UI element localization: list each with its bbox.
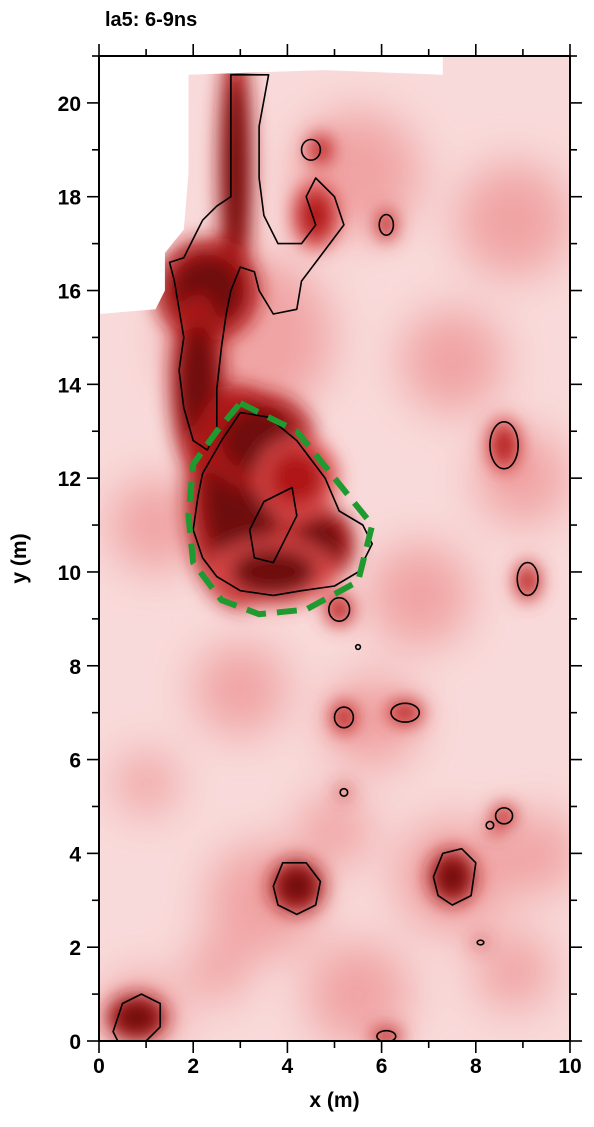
y-tick-label: 12	[58, 468, 81, 491]
y-tick-label: 8	[69, 656, 81, 679]
axis-ticks	[87, 44, 582, 1053]
y-tick-label: 18	[58, 187, 82, 210]
x-tick-label: 4	[282, 1055, 294, 1078]
intensity-blob	[193, 642, 287, 736]
intensity-blob	[456, 163, 570, 277]
intensity-blob	[298, 793, 371, 867]
anomaly-core	[489, 825, 500, 835]
intensity-blob	[325, 675, 419, 769]
y-tick-label: 2	[69, 937, 81, 960]
anomaly-core	[328, 597, 350, 622]
contour-line	[112, 993, 161, 1041]
y-tick-label: 10	[58, 562, 81, 585]
contour-line	[432, 847, 477, 906]
x-axis-title: x (m)	[309, 1089, 359, 1112]
contour-loop	[300, 138, 322, 161]
no-data-region	[99, 56, 443, 314]
chart-title-text: la5: 6-9ns	[105, 9, 197, 31]
y-tick-label: 4	[69, 843, 81, 866]
anomaly-core	[230, 548, 316, 596]
contour-loop	[378, 213, 395, 236]
contour-loop	[390, 702, 421, 723]
anomaly-core	[435, 858, 469, 896]
x-axis-tick-labels: 0 2 4 6 8 10	[93, 1055, 582, 1078]
contour-line	[168, 74, 345, 451]
anomaly-core	[334, 705, 354, 730]
contour-loop	[333, 706, 355, 729]
contour-line	[248, 486, 298, 564]
x-tick-label: 10	[558, 1055, 581, 1078]
contour-loop	[485, 820, 495, 830]
contour-loop	[516, 561, 539, 597]
intensity-blob	[185, 939, 248, 1002]
y-axis-tick-labels: 0 2 4 6 8 10 12 14 16 18 20	[58, 93, 82, 1054]
x-tick-label: 0	[93, 1055, 105, 1078]
y-tick-label: 14	[58, 374, 82, 397]
anomaly-core	[518, 567, 538, 596]
chart-title: la5: 6-9ns	[105, 9, 197, 31]
x-tick-label: 6	[376, 1055, 388, 1078]
x-tick-label: 8	[470, 1055, 482, 1078]
contour-loop	[476, 939, 485, 946]
contour-loop	[354, 643, 362, 651]
intensity-blob	[115, 752, 178, 814]
y-tick-label: 0	[69, 1031, 81, 1054]
anomaly-core	[379, 213, 394, 237]
intensity-blob	[495, 812, 570, 895]
anomaly-core	[391, 703, 419, 723]
intensity-blob	[108, 478, 203, 572]
intensity-blob	[400, 309, 505, 413]
highlight-region-outline	[185, 400, 376, 618]
y-tick-label: 6	[69, 750, 81, 773]
anomaly-core	[223, 79, 248, 258]
anomaly-core	[277, 867, 316, 905]
anomaly-core	[495, 807, 513, 825]
contour-loop	[376, 1029, 397, 1041]
anomaly-core	[115, 1001, 158, 1034]
x-tick-label: 2	[187, 1055, 199, 1078]
contour-loop	[489, 421, 519, 470]
intensity-blob	[474, 931, 553, 1010]
anomaly-core	[299, 192, 333, 239]
anomaly-core	[492, 426, 516, 465]
intensity-blob	[367, 543, 472, 648]
contour-loop	[494, 807, 514, 825]
contour-loop	[328, 596, 351, 623]
y-tick-label: 20	[58, 93, 81, 116]
plot-area	[99, 56, 570, 1041]
intensity-blob	[306, 942, 410, 1041]
contour-loop	[339, 787, 349, 797]
contour-line	[272, 862, 322, 916]
y-axis-title: y (m)	[8, 533, 31, 583]
y-tick-label: 16	[58, 281, 81, 304]
